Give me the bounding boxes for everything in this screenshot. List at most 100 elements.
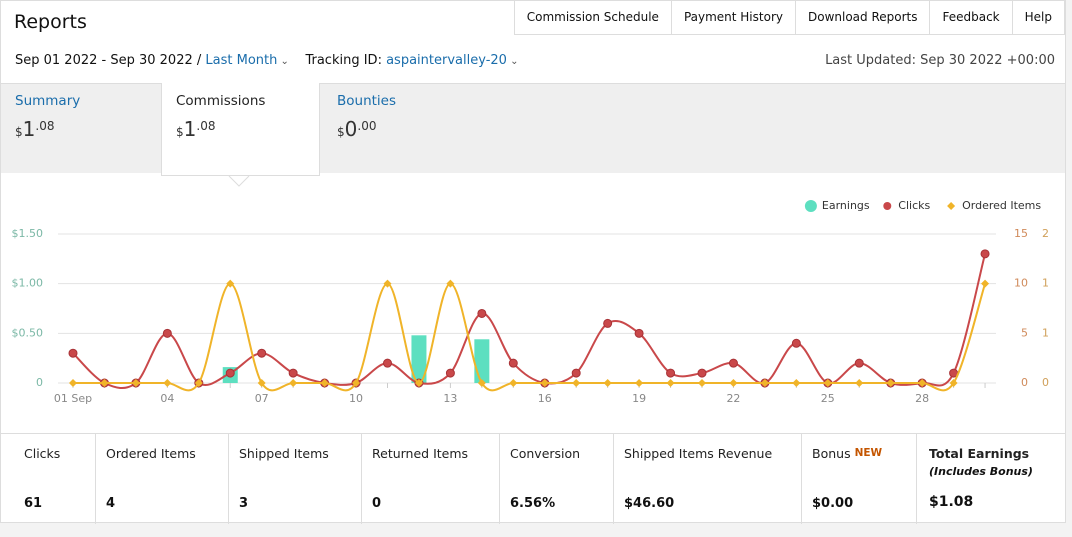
chart: 0 $0.50 $1.00 $1.50 0 5 10 15 0 1 1 2 01 Sep 04 07 10 13… [12, 175, 1049, 405]
point [320, 379, 329, 387]
tracking-select[interactable]: aspaintervalley-20 [386, 53, 507, 68]
point [572, 379, 581, 387]
reports-card: Reports Commission Schedule Payment Hist… [0, 0, 1066, 524]
point [100, 379, 109, 387]
cents: .00 [357, 119, 377, 133]
point [446, 279, 455, 288]
stat-label: Total Earnings [929, 446, 1030, 461]
legend-swatch [947, 202, 956, 210]
tab-pointer [228, 175, 250, 187]
x-tick-label: 16 [538, 392, 552, 405]
x-tick-label: 13 [443, 392, 457, 405]
caret: ⌄ [506, 56, 519, 67]
point [477, 379, 486, 387]
bar [411, 335, 427, 383]
stat-value: 6.56% [510, 496, 556, 511]
point [981, 279, 990, 288]
tab-name: Commissions [176, 93, 266, 109]
point [289, 379, 298, 387]
point [603, 379, 612, 387]
nav: Commission Schedule Payment History Down… [513, 1, 1065, 35]
point [855, 379, 864, 387]
y3-tick-label: 2 [1042, 227, 1049, 240]
tab[interactable]: Commissions $1.08 [161, 83, 320, 176]
point [697, 368, 707, 378]
stat: Total Earnings (Includes Bonus) $1.08 [917, 434, 1065, 524]
stat-label: Ordered Items [106, 446, 196, 461]
stat-label: Returned Items [372, 446, 469, 461]
legend-swatch [804, 200, 817, 212]
stat-value: $0.00 [812, 496, 854, 511]
x-tick-label: 10 [349, 392, 363, 405]
stat-value: 0 [372, 496, 382, 511]
point [571, 368, 581, 378]
point [760, 379, 769, 387]
nav-link[interactable]: Feedback [929, 1, 1013, 35]
filters: Sep 01 2022 - Sep 30 2022 / Last Month ⌄… [15, 53, 518, 68]
point [69, 379, 77, 387]
point [383, 279, 392, 288]
y-tick-label: $1.50 [12, 227, 44, 240]
tab[interactable]: Bounties $0.00 [323, 83, 410, 173]
point [414, 379, 423, 387]
tab-amount: $0.00 [337, 117, 396, 141]
page-title: Reports [14, 11, 87, 33]
y2-tick-label: 5 [1021, 326, 1028, 339]
y-tick-label: $1.00 [12, 277, 44, 290]
point [163, 379, 172, 387]
stat-value: 61 [24, 496, 43, 511]
point [131, 379, 140, 387]
x-tick-label: 25 [821, 392, 835, 405]
tracking-label: Tracking ID: [305, 53, 382, 68]
point [854, 358, 864, 368]
currency: $ [15, 125, 23, 139]
currency: $ [337, 125, 345, 139]
point [666, 379, 675, 387]
y2-tick-label: 0 [1021, 376, 1028, 389]
nav-link[interactable]: Payment History [670, 1, 796, 35]
nav-link[interactable]: Download Reports [794, 1, 931, 35]
last-updated: Last Updated: Sep 30 2022 +00:00 [825, 53, 1055, 68]
x-tick-label: 19 [632, 392, 646, 405]
whole: 1 [183, 117, 197, 141]
line [72, 253, 987, 389]
y3-tick-label: 1 [1042, 326, 1049, 339]
nav-link[interactable]: Help [1011, 1, 1065, 35]
point [194, 379, 203, 387]
x-tick-label: 01 Sep [54, 392, 92, 405]
stats: Clicks 61 Ordered Items 4 Shipped Items 3 R… [1, 433, 1065, 524]
point [509, 379, 518, 387]
y3-tick-label: 1 [1042, 277, 1049, 290]
stat-value: 3 [239, 496, 249, 511]
stat: Shipped Items 3 [229, 434, 362, 524]
date-range: Sep 01 2022 - Sep 30 2022 / [15, 53, 202, 68]
x-tick-label: 04 [160, 392, 174, 405]
tab-amount: $1.08 [176, 117, 305, 141]
stat-label: Shipped Items [239, 446, 329, 461]
cents: .08 [35, 119, 55, 133]
point [698, 379, 706, 387]
stat-value: $1.08 [929, 494, 974, 510]
line [72, 282, 987, 392]
point [352, 379, 361, 387]
point [445, 368, 455, 378]
period-select[interactable]: Last Month [205, 53, 278, 68]
point [791, 338, 801, 348]
tab[interactable]: Summary $1.08 [1, 83, 94, 173]
point [383, 358, 392, 368]
stat-note: (Includes Bonus) [929, 465, 1033, 478]
stat: Conversion 6.56% [500, 434, 614, 524]
legend-label: Ordered Items [962, 199, 1041, 212]
stat: Clicks 61 [1, 434, 96, 524]
nav-link[interactable]: Commission Schedule [513, 1, 672, 35]
y2-tick-label: 15 [1014, 227, 1028, 240]
stat: Shipped Items Revenue $46.60 [614, 434, 802, 524]
y-tick-label: 0 [36, 376, 43, 389]
caret: ⌄ [277, 56, 289, 67]
stat-value: $46.60 [624, 496, 675, 511]
legend-swatch [883, 202, 892, 210]
point [508, 358, 518, 368]
point [635, 379, 644, 387]
point [980, 249, 990, 259]
